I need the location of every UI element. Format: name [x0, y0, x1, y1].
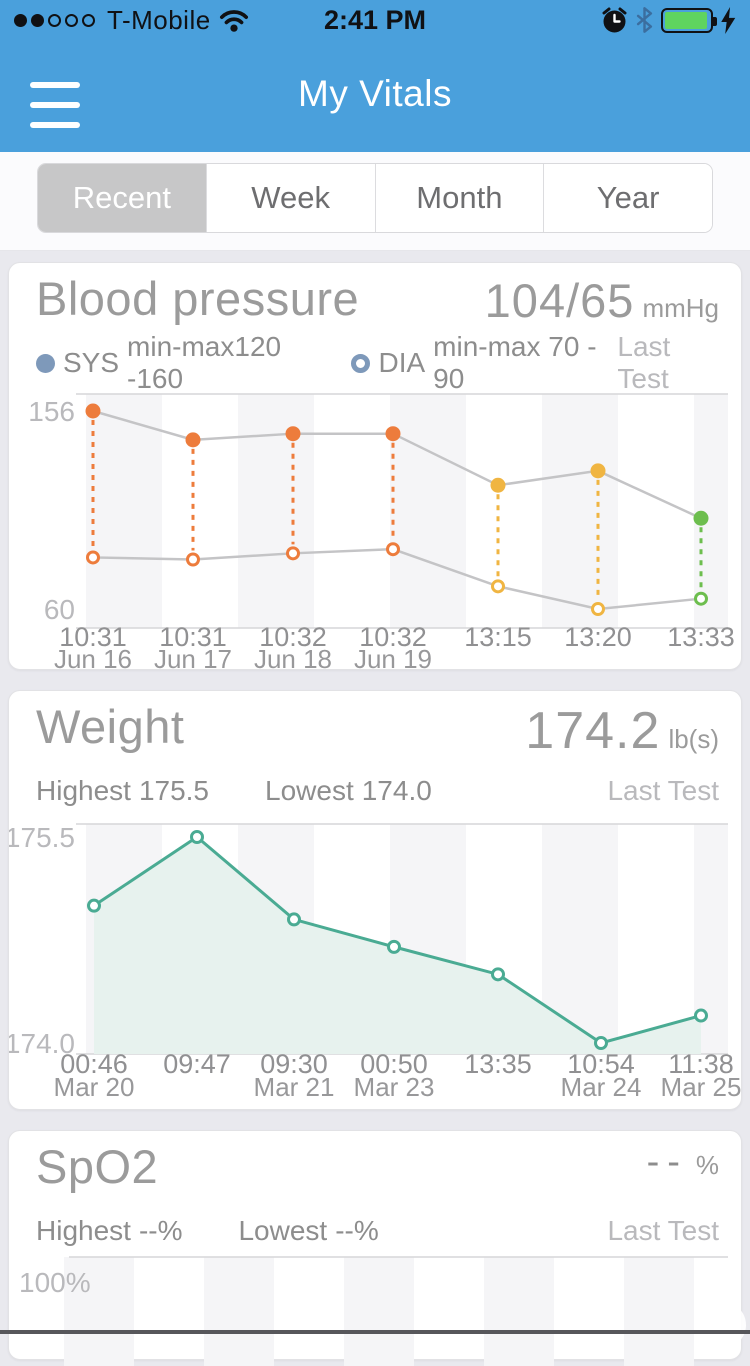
menu-bar	[30, 82, 80, 88]
charging-bolt-icon	[721, 6, 736, 34]
menu-button[interactable]	[30, 82, 80, 128]
svg-text:60: 60	[44, 594, 75, 625]
carrier-label: T-Mobile	[107, 4, 211, 35]
svg-text:Jun 17: Jun 17	[154, 644, 232, 671]
svg-text:10:31: 10:31	[159, 622, 227, 652]
blood-pressure-reading: 104/65 mmHg	[485, 273, 719, 328]
svg-text:Jun 16: Jun 16	[54, 644, 132, 671]
lowest-label: Lowest	[238, 1215, 328, 1246]
alarm-clock-icon	[602, 7, 627, 32]
battery-level	[665, 11, 707, 29]
last-test-label: Last Test	[607, 1215, 719, 1246]
highest-value: 175.5	[138, 775, 210, 806]
svg-text:13:15: 13:15	[464, 622, 532, 652]
spo2-stats: Highest --% Lowest --% Last Test	[36, 1215, 719, 1247]
blood-pressure-value: 104/65	[484, 274, 635, 327]
sys-label: SYS	[63, 347, 120, 378]
dia-label: DIA	[378, 347, 426, 378]
svg-text:09:47: 09:47	[163, 1049, 231, 1079]
dia-legend-ring-icon	[351, 353, 371, 373]
tab-recent[interactable]: Recent	[38, 164, 206, 232]
watermark	[700, 1302, 746, 1348]
svg-text:100%: 100%	[19, 1267, 91, 1298]
screen-bottom-edge	[0, 1330, 750, 1334]
svg-text:09:30: 09:30	[260, 1049, 328, 1079]
signal-dot	[82, 13, 95, 27]
highest-label: Highest	[36, 775, 131, 806]
svg-text:00:50: 00:50	[360, 1049, 428, 1079]
svg-text:10:32: 10:32	[259, 622, 327, 652]
last-test-label: Last Test	[607, 775, 719, 806]
signal-dot	[48, 13, 61, 27]
svg-text:Mar 24: Mar 24	[561, 1072, 642, 1102]
svg-text:13:20: 13:20	[564, 622, 632, 652]
blood-pressure-card[interactable]: Blood pressure 104/65 mmHg SYS min-max12…	[8, 262, 742, 671]
signal-dot	[31, 13, 44, 27]
menu-bar	[30, 122, 80, 128]
spo2-card[interactable]: SpO2 -- % Highest --% Lowest --% Last Te…	[8, 1130, 742, 1366]
weight-card[interactable]: Weight 174.2 lb(s) Highest 175.5 Lowest …	[8, 690, 742, 1110]
tab-month[interactable]: Month	[374, 164, 544, 232]
weight-value: 174.2	[525, 702, 661, 760]
menu-bar	[30, 102, 80, 108]
spo2-unit: %	[695, 1150, 719, 1180]
svg-text:Mar 21: Mar 21	[254, 1072, 335, 1102]
spo2-value: --	[646, 1141, 688, 1183]
bluetooth-icon	[636, 7, 653, 33]
lowest-label: Lowest	[265, 775, 354, 806]
status-bar-right	[601, 6, 736, 34]
spo2-reading: -- %	[647, 1141, 719, 1184]
wifi-icon	[219, 10, 248, 32]
signal-strength-icon	[14, 13, 95, 27]
svg-text:Mar 23: Mar 23	[354, 1072, 435, 1102]
svg-text:Jun 18: Jun 18	[254, 644, 332, 671]
blood-pressure-legend: SYS min-max120 -160 DIA min-max 70 - 90 …	[36, 331, 719, 394]
card-title: SpO2	[36, 1140, 159, 1193]
svg-text:00:46: 00:46	[60, 1049, 128, 1079]
nav-bar: My Vitals	[0, 40, 750, 152]
weight-stats: Highest 175.5 Lowest 174.0 Last Test	[36, 775, 719, 807]
status-bar-left: T-Mobile	[14, 5, 249, 36]
weight-reading: 174.2 lb(s)	[525, 701, 719, 761]
card-title: Weight	[36, 700, 185, 753]
tab-strip: Recent Week Month Year	[0, 152, 750, 251]
svg-text:Mar 20: Mar 20	[54, 1072, 135, 1102]
lowest-value: --%	[335, 1215, 379, 1246]
tab-year[interactable]: Year	[543, 164, 712, 232]
blood-pressure-unit: mmHg	[642, 293, 719, 323]
last-test-label: Last Test	[617, 331, 671, 394]
svg-text:Jun 19: Jun 19	[354, 644, 432, 671]
svg-text:175.5: 175.5	[9, 822, 75, 853]
svg-text:11:38: 11:38	[668, 1049, 734, 1079]
svg-text:Mar 25: Mar 25	[661, 1072, 742, 1102]
sys-legend-dot-icon	[36, 353, 55, 373]
status-bar: T-Mobile 2:41 PM	[0, 0, 750, 40]
svg-text:10:32: 10:32	[359, 622, 427, 652]
tab-week[interactable]: Week	[205, 164, 375, 232]
signal-dot	[14, 13, 27, 27]
time-range-tabs: Recent Week Month Year	[37, 163, 713, 233]
spo2-chart: 100%	[19, 1256, 728, 1366]
dia-range: min-max 70 - 90	[433, 331, 597, 394]
lowest-value: 174.0	[361, 775, 432, 806]
svg-text:10:31: 10:31	[59, 622, 127, 652]
card-title: Blood pressure	[36, 272, 360, 325]
page-title: My Vitals	[298, 73, 452, 114]
highest-value: --%	[138, 1215, 183, 1246]
weight-unit: lb(s)	[668, 724, 719, 754]
highest-label: Highest	[36, 1215, 131, 1246]
battery-icon	[661, 7, 717, 33]
svg-text:174.0: 174.0	[9, 1028, 75, 1059]
battery-nub	[713, 16, 717, 26]
svg-text:10:54: 10:54	[567, 1049, 635, 1079]
sys-range: min-max120 -160	[127, 331, 282, 394]
svg-text:13:33: 13:33	[667, 622, 735, 652]
svg-text:156: 156	[28, 396, 75, 427]
svg-text:13:35: 13:35	[464, 1049, 532, 1079]
signal-dot	[65, 13, 78, 27]
